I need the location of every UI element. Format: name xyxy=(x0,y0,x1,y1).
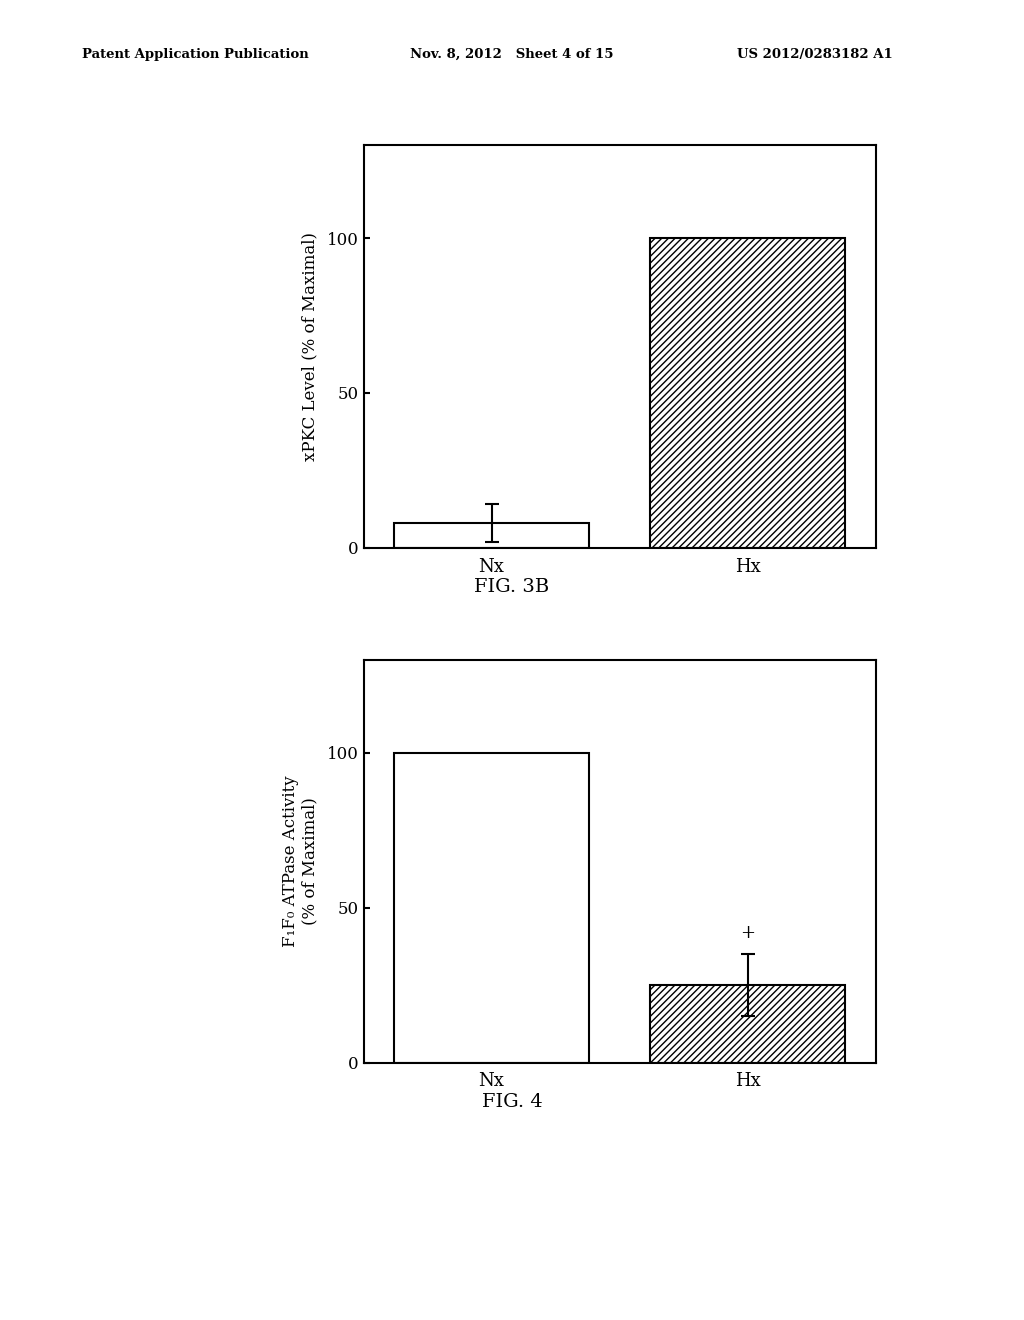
Bar xyxy=(650,238,845,548)
Y-axis label: F₁F₀ ATPase Activity
(% of Maximal): F₁F₀ ATPase Activity (% of Maximal) xyxy=(282,775,318,948)
Text: +: + xyxy=(740,924,755,942)
Text: US 2012/0283182 A1: US 2012/0283182 A1 xyxy=(737,48,893,61)
Text: Nov. 8, 2012   Sheet 4 of 15: Nov. 8, 2012 Sheet 4 of 15 xyxy=(410,48,613,61)
Y-axis label: xPKC Level (% of Maximal): xPKC Level (% of Maximal) xyxy=(301,232,318,461)
Text: Patent Application Publication: Patent Application Publication xyxy=(82,48,308,61)
Bar xyxy=(394,752,589,1063)
Bar xyxy=(394,523,589,548)
Bar xyxy=(650,985,845,1063)
Text: FIG. 3B: FIG. 3B xyxy=(474,578,550,597)
Text: FIG. 4: FIG. 4 xyxy=(481,1093,543,1111)
